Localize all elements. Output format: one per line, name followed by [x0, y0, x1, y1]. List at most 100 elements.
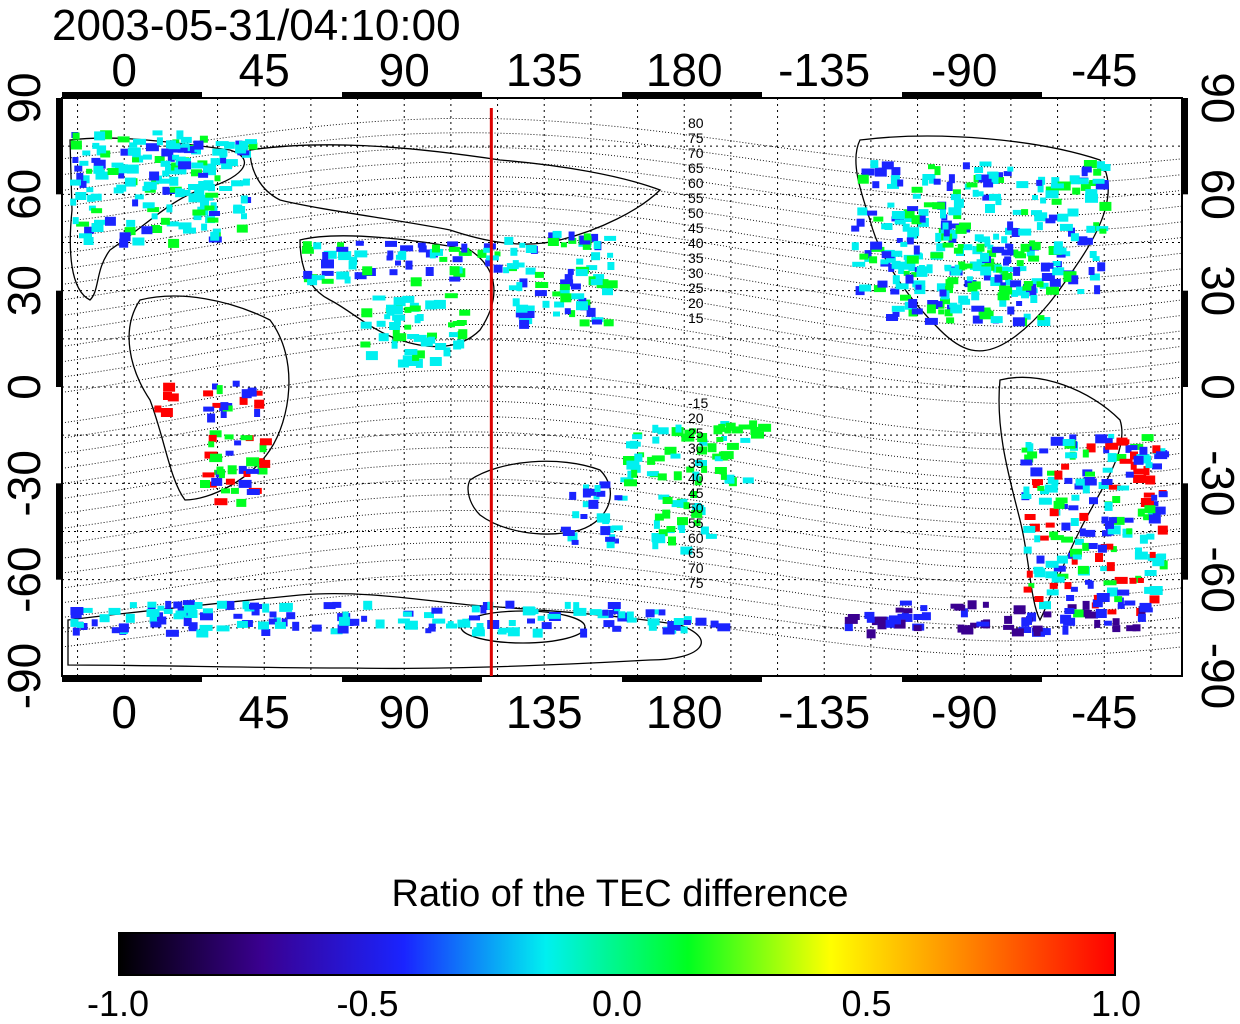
tec-pixel — [1045, 571, 1058, 579]
tec-pixel — [612, 625, 622, 632]
tec-pixel — [908, 263, 916, 272]
tec-pixel — [70, 179, 81, 186]
tec-pixel — [507, 627, 520, 637]
tec-pixel — [1099, 228, 1107, 234]
colorbar-title: Ratio of the TEC difference — [391, 873, 849, 915]
tec-pixel — [1037, 184, 1044, 193]
tec-pixel — [212, 148, 225, 156]
tec-pixel — [851, 242, 859, 251]
tec-pixel — [923, 202, 934, 208]
tec-pixel — [993, 233, 1000, 240]
mlat-label: 30 — [688, 265, 704, 281]
tec-pixel — [724, 474, 735, 484]
tec-pixel — [903, 270, 910, 276]
tec-pixel — [225, 159, 238, 167]
tec-pixel — [1094, 285, 1101, 295]
tec-pixel — [1135, 547, 1142, 557]
tec-pixel — [945, 286, 953, 294]
tec-pixel — [72, 157, 79, 163]
tec-pixel — [1114, 596, 1123, 603]
tec-pixel — [210, 158, 221, 166]
tec-pixel — [944, 309, 953, 317]
tec-pixel — [1018, 228, 1032, 236]
tec-pixel — [897, 179, 904, 187]
tec-pixel — [124, 227, 136, 236]
tec-pixel — [1039, 282, 1049, 289]
tec-pixel — [716, 437, 724, 442]
tec-pixel — [1061, 463, 1070, 470]
tec-pixel — [337, 624, 349, 634]
mlat-label: 35 — [688, 455, 704, 471]
tec-pixel — [983, 273, 991, 281]
tec-pixel — [413, 334, 427, 342]
axis-bar-top — [622, 92, 762, 98]
tec-pixel — [182, 600, 195, 606]
tec-pixel — [724, 427, 732, 434]
tec-pixel — [132, 237, 145, 246]
tec-pixel — [168, 238, 180, 248]
tec-pixel — [652, 436, 660, 444]
mlat-label: -15 — [688, 395, 708, 411]
tec-pixel — [259, 438, 272, 446]
tec-pixel — [393, 318, 401, 326]
tec-pixel — [535, 282, 549, 288]
tec-pixel — [338, 251, 352, 261]
tec-pixel — [671, 500, 681, 508]
tec-pixel — [668, 536, 676, 546]
tec-pixel — [212, 402, 226, 408]
tec-pixel — [254, 409, 261, 417]
tec-pixel — [1024, 454, 1034, 463]
axis-bar-left — [56, 483, 62, 580]
tec-pixel — [194, 602, 203, 609]
tec-pixel — [586, 265, 598, 271]
tec-pixel — [210, 453, 222, 460]
tec-pixel — [205, 192, 219, 198]
tec-pixel — [336, 246, 349, 252]
tec-pixel — [143, 181, 157, 190]
tec-pixel — [1144, 505, 1156, 514]
tec-pixel — [461, 243, 468, 253]
tec-pixel — [899, 600, 912, 606]
lat-tick-left: -30 — [0, 450, 50, 516]
tec-pixel — [699, 438, 708, 446]
tec-pixel — [1107, 609, 1117, 615]
tec-pixel — [452, 256, 463, 263]
tec-pixel — [1023, 586, 1032, 593]
mlat-label: 30 — [688, 440, 704, 456]
tec-pixel — [960, 298, 971, 305]
tec-pixel — [209, 430, 222, 438]
tec-pixel — [286, 612, 296, 620]
tec-pixel — [254, 399, 265, 409]
tec-pixel — [350, 618, 360, 626]
tec-pixel — [227, 465, 237, 475]
tec-pixel — [971, 281, 981, 290]
tec-pixel — [392, 314, 406, 321]
tec-pixel — [404, 349, 418, 355]
tec-pixel — [246, 489, 260, 495]
tec-pixel — [1051, 198, 1062, 205]
mlat-label: 65 — [688, 160, 704, 176]
tec-pixel — [253, 390, 263, 396]
tec-pixel — [159, 178, 170, 184]
tec-pixel — [117, 136, 130, 143]
tec-pixel — [209, 211, 220, 216]
tec-pixel — [218, 469, 225, 479]
tec-pixel — [203, 406, 215, 412]
lat-tick-right: 0 — [1192, 374, 1240, 400]
tec-pixel — [1080, 182, 1091, 191]
tec-pixel — [1045, 218, 1056, 224]
tec-pixel — [354, 250, 368, 258]
mlat-contour — [61, 175, 1183, 233]
tec-pixel — [183, 227, 196, 234]
tec-pixel — [1072, 187, 1081, 195]
tec-pixel — [91, 223, 104, 232]
tec-pixel — [1030, 295, 1038, 303]
tec-pixel — [173, 613, 184, 620]
tec-pixel — [257, 465, 268, 475]
tec-pixel — [505, 600, 515, 609]
tec-pixel — [1016, 286, 1026, 296]
lat-tick-right: -30 — [1192, 450, 1240, 516]
tec-pixel — [1039, 535, 1049, 541]
mlat-contour — [61, 308, 1183, 374]
lon-tick-bottom: 135 — [506, 686, 583, 738]
